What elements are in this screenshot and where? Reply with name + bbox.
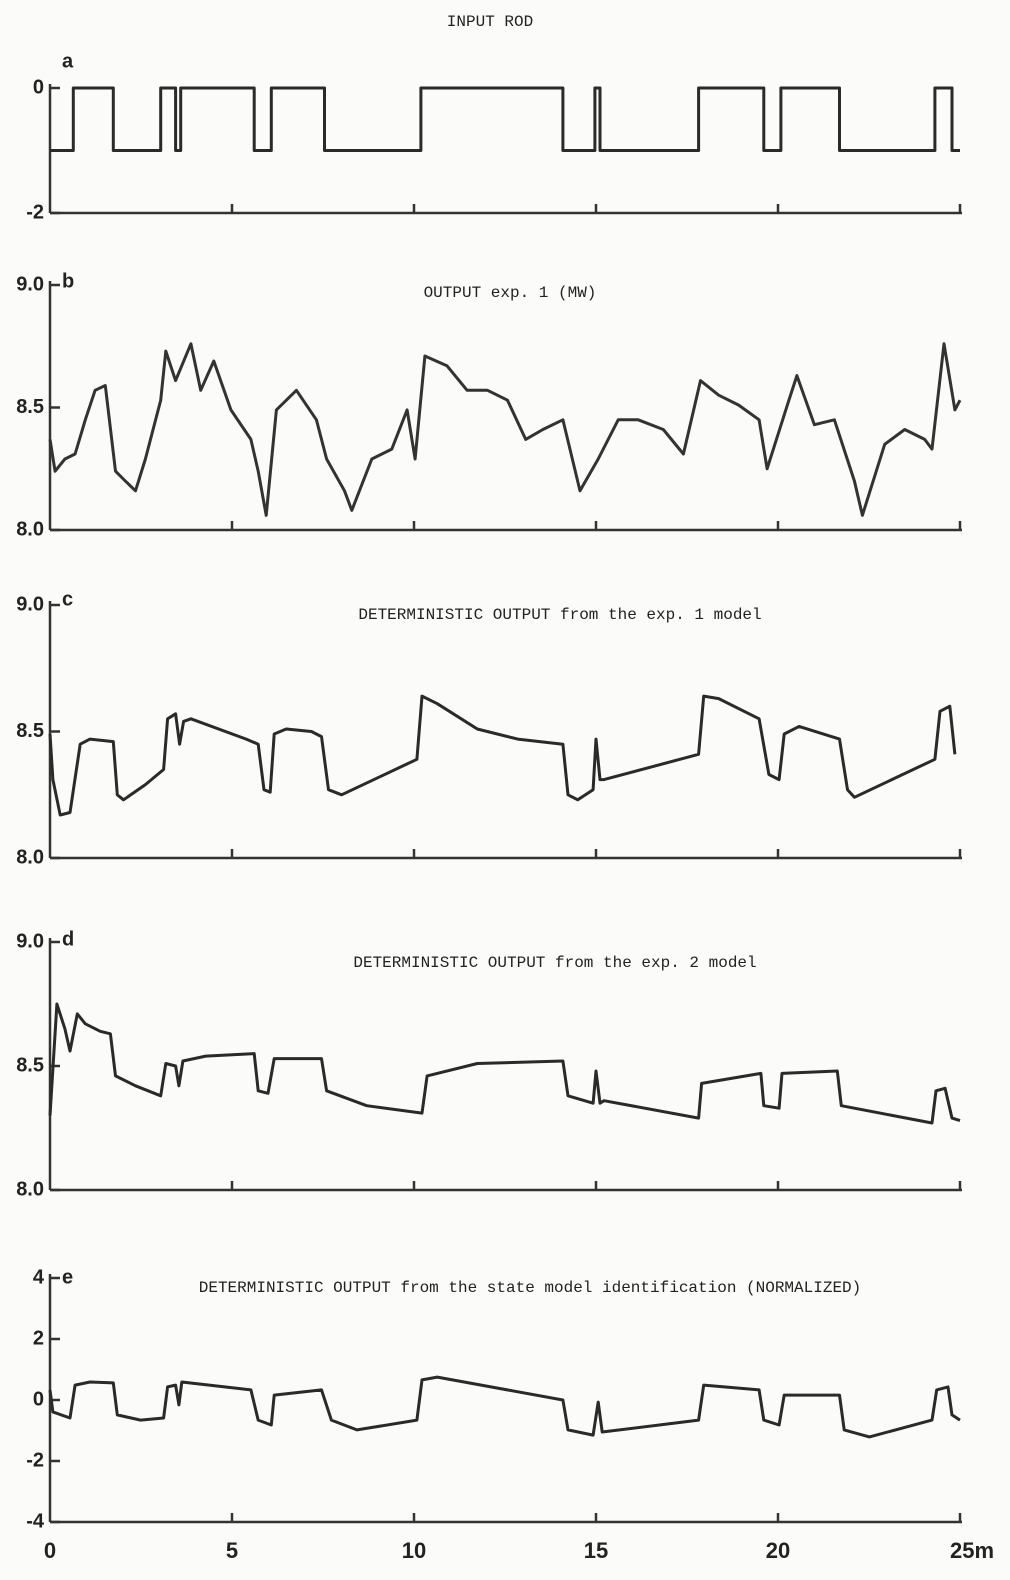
y-tick-label: -4 [26, 1510, 45, 1532]
y-tick-label: 8.0 [16, 1178, 44, 1200]
x-tick-label: 15 [584, 1538, 608, 1563]
y-tick-label: 8.5 [16, 396, 44, 418]
data-line [48, 1002, 961, 1125]
y-tick-label: 9.0 [16, 930, 44, 952]
x-tick-label: 10 [402, 1538, 426, 1563]
y-tick-label: 0 [33, 1388, 44, 1410]
data-line [48, 342, 962, 517]
data-line [48, 694, 957, 817]
x-tick-label: 20 [766, 1538, 790, 1563]
y-tick-label: 8.0 [16, 518, 44, 540]
y-tick-label: -2 [26, 1449, 44, 1471]
panel-title: DETERMINISTIC OUTPUT from the exp. 1 mod… [358, 606, 761, 624]
y-tick-label: 8.5 [16, 1054, 44, 1076]
y-tick-label: -2 [26, 201, 44, 223]
panel-title: DETERMINISTIC OUTPUT from the exp. 2 mod… [353, 954, 756, 972]
panel-label: d [62, 928, 74, 950]
x-tick-label: 25m [950, 1538, 994, 1563]
panel-label: a [62, 50, 74, 72]
panel-title: DETERMINISTIC OUTPUT from the state mode… [199, 1279, 862, 1297]
x-tick-label: 5 [226, 1538, 238, 1563]
y-tick-label: 9.0 [16, 273, 44, 295]
x-tick-label: 0 [44, 1538, 56, 1563]
panel-label: c [62, 588, 73, 610]
y-tick-label: 8.0 [16, 846, 44, 868]
panel-title: OUTPUT exp. 1 (MW) [424, 284, 597, 302]
y-tick-label: 2 [33, 1327, 44, 1349]
y-tick-label: 8.5 [16, 720, 44, 742]
data-line [50, 86, 960, 152]
y-tick-label: 4 [33, 1266, 45, 1288]
y-tick-label: 9.0 [16, 593, 44, 615]
panel-title: INPUT ROD [447, 13, 533, 31]
panel-label: b [62, 270, 74, 292]
panel-label: e [62, 1266, 73, 1288]
y-tick-label: 0 [33, 76, 44, 98]
data-line [48, 1375, 961, 1439]
